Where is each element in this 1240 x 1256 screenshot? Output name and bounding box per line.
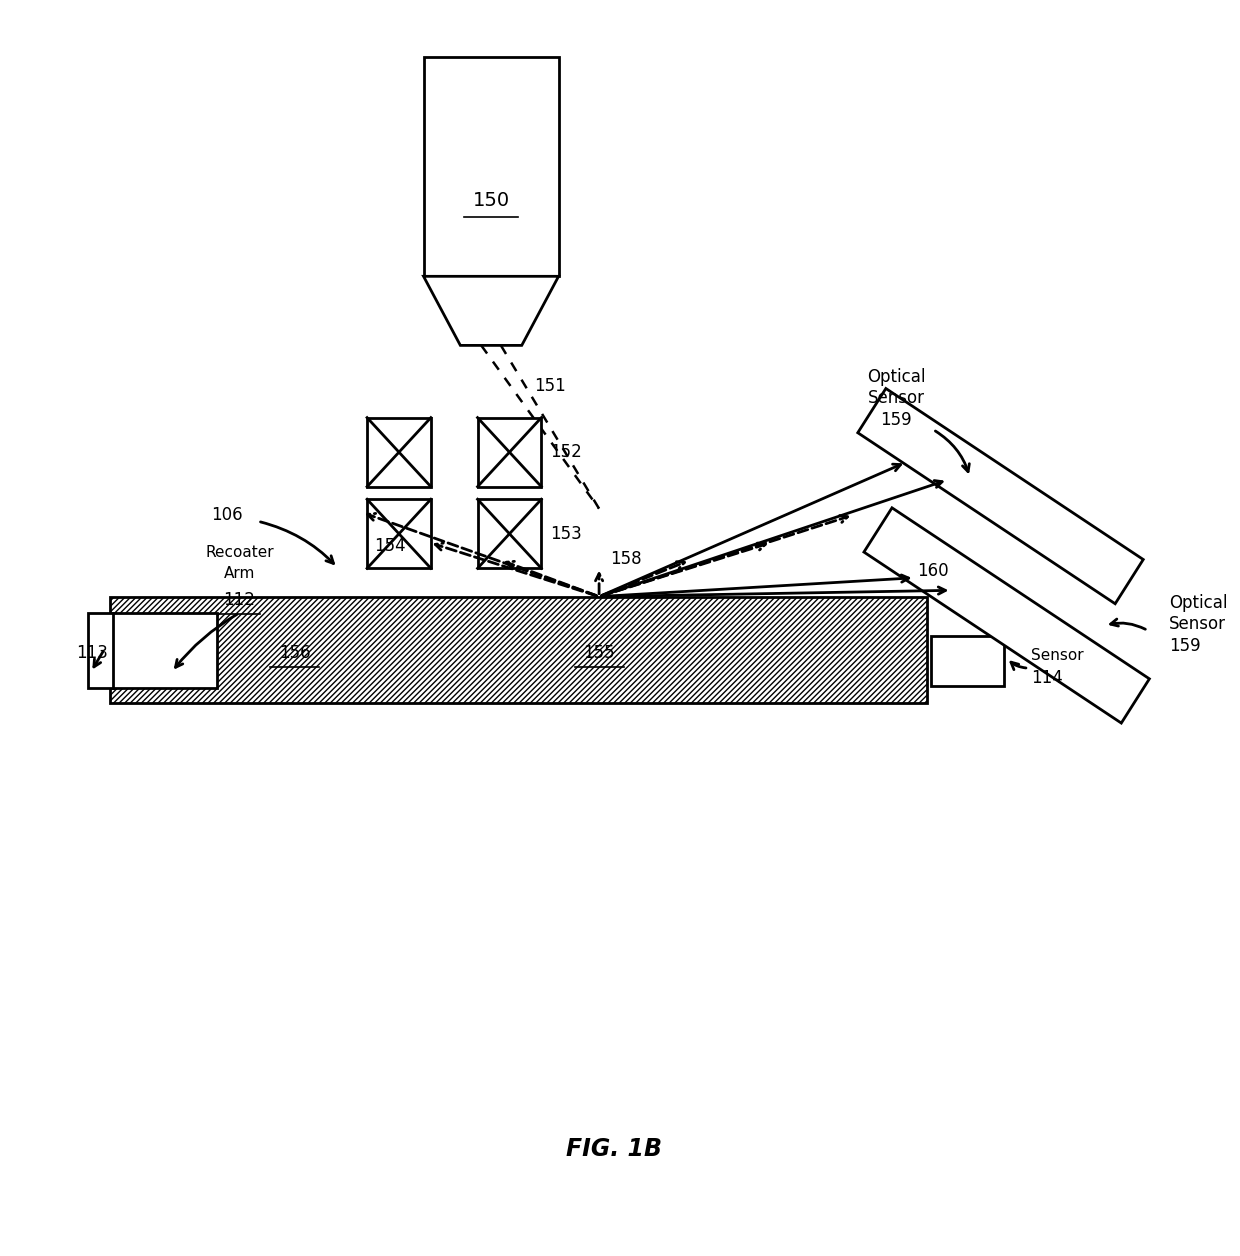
Text: Sensor: Sensor — [1169, 615, 1225, 633]
Text: 159: 159 — [1169, 637, 1200, 654]
FancyBboxPatch shape — [424, 57, 558, 276]
Text: 159: 159 — [880, 411, 911, 428]
FancyBboxPatch shape — [110, 597, 926, 703]
Text: 114: 114 — [1032, 669, 1063, 687]
FancyBboxPatch shape — [367, 499, 430, 568]
FancyBboxPatch shape — [930, 636, 1004, 686]
FancyBboxPatch shape — [88, 613, 115, 688]
Text: 112: 112 — [223, 592, 255, 609]
Text: 152: 152 — [551, 443, 582, 461]
Text: 153: 153 — [551, 525, 582, 543]
FancyBboxPatch shape — [113, 613, 217, 688]
Text: 106: 106 — [211, 506, 243, 524]
FancyBboxPatch shape — [477, 499, 542, 568]
Text: Sensor: Sensor — [868, 389, 925, 407]
Text: 160: 160 — [918, 563, 949, 580]
Text: Recoater: Recoater — [205, 545, 274, 560]
Text: Optical: Optical — [1169, 594, 1228, 612]
Text: Sensor: Sensor — [1032, 648, 1084, 663]
Text: Optical: Optical — [867, 368, 925, 386]
Text: 155: 155 — [583, 644, 615, 662]
Polygon shape — [424, 276, 558, 345]
Text: 150: 150 — [472, 191, 510, 211]
Text: 156: 156 — [279, 644, 310, 662]
Text: 151: 151 — [534, 377, 565, 394]
Text: 154: 154 — [374, 538, 407, 555]
FancyBboxPatch shape — [477, 417, 542, 486]
Text: FIG. 1B: FIG. 1B — [565, 1137, 662, 1162]
FancyBboxPatch shape — [367, 417, 430, 486]
Text: 158: 158 — [610, 550, 642, 568]
Text: Arm: Arm — [223, 566, 255, 582]
Text: 113: 113 — [76, 644, 108, 662]
Bar — [864, 507, 1149, 723]
Bar — [858, 388, 1143, 604]
